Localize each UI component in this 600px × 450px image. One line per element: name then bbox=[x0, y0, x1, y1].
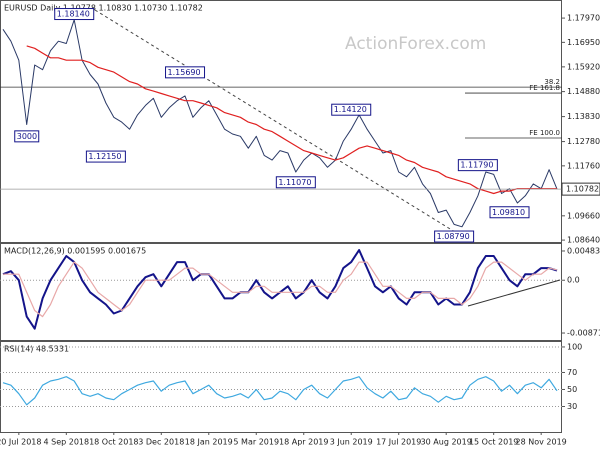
series-line bbox=[2, 19, 558, 228]
annotation-box bbox=[457, 159, 498, 172]
panel-frame bbox=[0, 243, 562, 341]
x-tick-label: 3 Dec 2018 bbox=[138, 438, 184, 447]
x-tick-label: 5 Mar 2019 bbox=[233, 438, 279, 447]
y-tick-label: 0.0 bbox=[567, 276, 580, 285]
y-tick-label: 1.09660 bbox=[567, 211, 600, 220]
y-tick-label: 1.11760 bbox=[567, 161, 600, 170]
panel-title: RSI(14) 48.5331 bbox=[4, 345, 69, 354]
y-tick-label: 0.004832 bbox=[567, 246, 600, 255]
y-tick-label: 100 bbox=[567, 342, 582, 351]
y-tick-label: 1.16950 bbox=[567, 38, 600, 47]
y-tick-label: 1.12780 bbox=[567, 137, 600, 146]
x-tick-label: 18 Jan 2019 bbox=[185, 438, 233, 447]
annotation-label: 1.08790 bbox=[437, 232, 470, 241]
annotation-label: 1.11790 bbox=[460, 161, 493, 170]
panel-title: EURUSD Daily 1.10778 1.10830 1.10730 1.1… bbox=[4, 4, 203, 13]
series-line bbox=[3, 261, 558, 318]
level-label: FE 161.8 bbox=[529, 84, 560, 92]
annotation-box bbox=[14, 130, 40, 143]
x-tick-label: 18 Oct 2018 bbox=[89, 438, 138, 447]
level-label: FE 100.0 bbox=[529, 129, 560, 137]
current-price-box bbox=[561, 182, 600, 196]
y-tick-label: 70 bbox=[567, 368, 577, 377]
annotation-label: 1.15690 bbox=[168, 68, 201, 77]
watermark: ActionForex.com bbox=[345, 34, 486, 54]
annotation-box bbox=[85, 150, 126, 163]
annotation-box bbox=[331, 103, 372, 116]
x-tick-label: 18 Apr 2019 bbox=[279, 438, 328, 447]
annotation-label: 1.09810 bbox=[492, 208, 525, 217]
annotation-box bbox=[275, 176, 316, 189]
x-tick-label: 28 Nov 2019 bbox=[516, 438, 567, 447]
series-line bbox=[2, 249, 558, 330]
panel-frame bbox=[0, 341, 562, 433]
y-tick-label: 1.15920 bbox=[567, 62, 600, 71]
annotation-box bbox=[434, 230, 475, 243]
panel-title: MACD(12,26,9) 0.001595 0.001675 bbox=[4, 247, 146, 256]
y-tick-label: 1.13830 bbox=[567, 112, 600, 121]
annotation-label: 1.18140 bbox=[57, 10, 90, 19]
trend-line bbox=[467, 279, 561, 307]
x-tick-label: 4 Sep 2018 bbox=[44, 438, 90, 447]
annotation-label: 1.11070 bbox=[278, 178, 311, 187]
x-tick-label: 15 Oct 2019 bbox=[469, 438, 518, 447]
current-price-label: 1.10782 bbox=[566, 185, 599, 194]
y-tick-label: 1.14880 bbox=[567, 87, 600, 96]
level-label: 38.2 bbox=[544, 78, 560, 86]
y-tick-label: 1.17970 bbox=[567, 14, 600, 23]
panel-frame bbox=[0, 0, 562, 243]
annotation-box bbox=[165, 66, 206, 79]
series-line bbox=[26, 45, 557, 195]
x-tick-label: 30 Aug 2019 bbox=[421, 438, 472, 447]
x-tick-label: 3 Jun 2019 bbox=[330, 438, 373, 447]
series-line bbox=[2, 376, 558, 406]
y-tick-label: 1.08640 bbox=[567, 236, 600, 245]
x-tick-label: 20 Jul 2018 bbox=[0, 438, 41, 447]
y-tick-label: 30 bbox=[567, 402, 577, 411]
trend-line bbox=[94, 9, 469, 241]
y-tick-label: -0.008718 bbox=[567, 329, 600, 338]
annotation-label: 3000 bbox=[17, 132, 37, 141]
annotation-label: 1.14120 bbox=[334, 105, 367, 114]
x-tick-label: 17 Jul 2019 bbox=[376, 438, 421, 447]
annotation-label: 1.12150 bbox=[88, 152, 121, 161]
annotation-box bbox=[489, 206, 530, 219]
annotation-box bbox=[54, 8, 95, 21]
y-tick-label: 50 bbox=[567, 385, 577, 394]
